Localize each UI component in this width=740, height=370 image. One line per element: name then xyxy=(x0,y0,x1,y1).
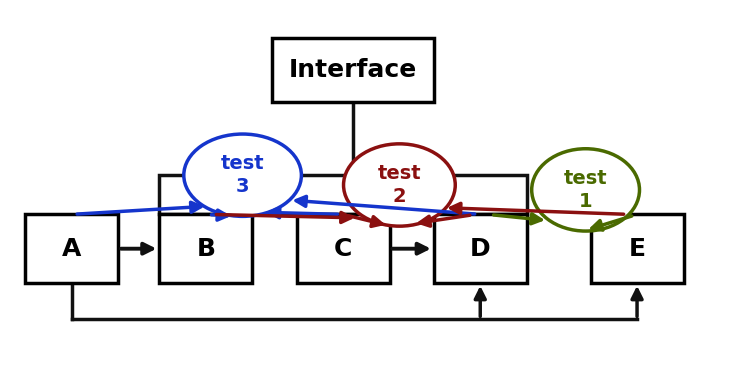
Bar xyxy=(272,38,434,102)
Bar xyxy=(159,214,252,283)
Ellipse shape xyxy=(184,134,301,216)
Text: D: D xyxy=(470,237,491,261)
Bar xyxy=(25,214,118,283)
Bar xyxy=(591,214,684,283)
Text: test
3: test 3 xyxy=(221,154,264,196)
Bar xyxy=(159,175,527,214)
Text: A: A xyxy=(62,237,81,261)
Text: test
1: test 1 xyxy=(564,169,608,211)
Text: test
2: test 2 xyxy=(377,164,421,206)
Text: E: E xyxy=(628,237,645,261)
Text: Interface: Interface xyxy=(289,58,417,82)
Text: C: C xyxy=(334,237,352,261)
Ellipse shape xyxy=(532,149,639,231)
Bar xyxy=(297,214,389,283)
Ellipse shape xyxy=(343,144,455,226)
Bar xyxy=(434,214,527,283)
Text: B: B xyxy=(196,237,215,261)
